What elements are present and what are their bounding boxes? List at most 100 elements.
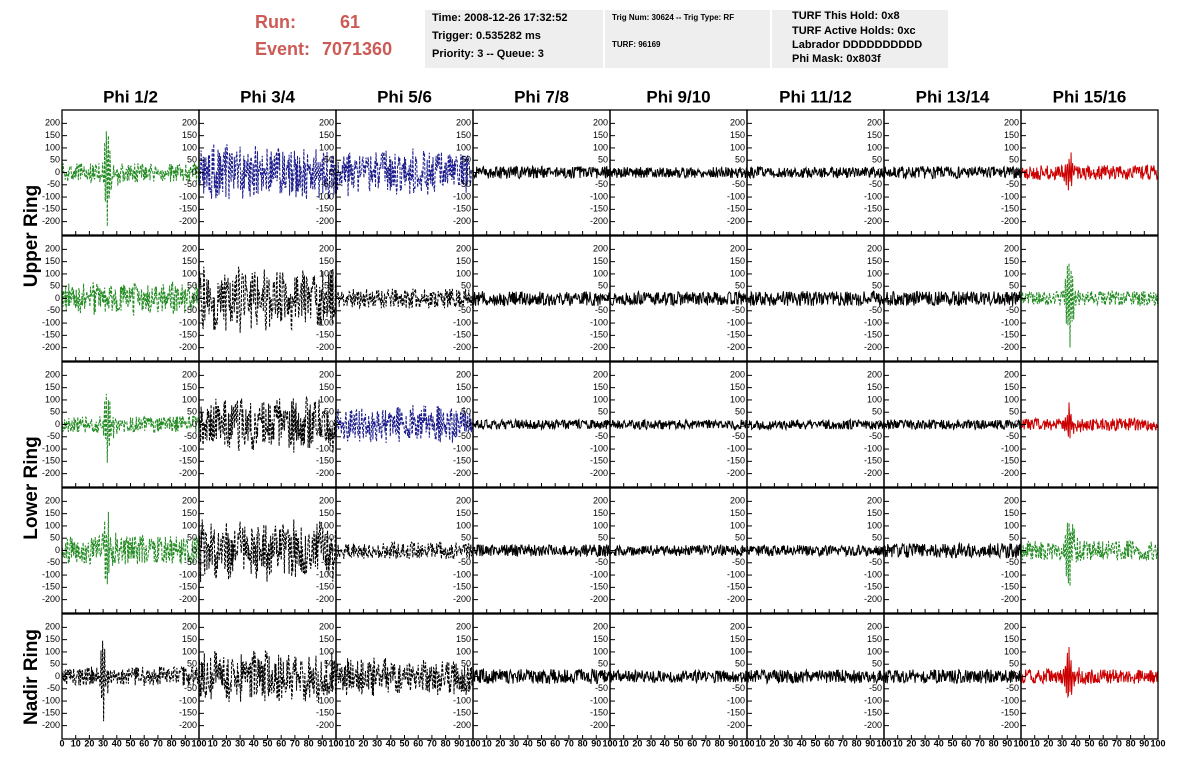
waveform [747, 668, 884, 686]
x-tick-label: 0 [333, 738, 338, 748]
column-header: Phi 11/12 [779, 87, 852, 106]
y-tick-label: 100 [319, 646, 334, 656]
x-tick-label: 60 [139, 738, 149, 748]
y-tick-label: -50 [869, 557, 882, 567]
y-tick-label: 200 [182, 244, 197, 254]
y-tick-label: 50 [461, 281, 471, 291]
y-tick-label: 150 [1004, 382, 1019, 392]
y-tick-label: 150 [1004, 634, 1019, 644]
waveform [1021, 263, 1158, 348]
x-tick-label: 100 [328, 738, 343, 748]
y-tick-label: -200 [864, 720, 882, 730]
y-tick-label: 150 [867, 508, 882, 518]
y-tick-label: -150 [727, 204, 745, 214]
y-tick-label: -150 [1001, 582, 1019, 592]
y-tick-label: -100 [316, 569, 334, 579]
y-tick-label: 200 [593, 118, 608, 128]
y-tick-label: 0 [329, 167, 334, 177]
y-tick-label: -50 [732, 431, 745, 441]
column-header: Phi 9/10 [646, 87, 710, 106]
y-tick-label: 0 [740, 545, 745, 555]
x-tick-label: 90 [454, 738, 464, 748]
x-tick-label: 70 [838, 738, 848, 748]
info-line: Trigger: 0.535282 ms [432, 30, 541, 42]
y-tick-label: -100 [864, 569, 882, 579]
y-tick-label: -100 [316, 191, 334, 201]
y-tick-label: -100 [42, 317, 60, 327]
y-tick-label: 100 [593, 646, 608, 656]
y-tick-label: -200 [1001, 216, 1019, 226]
y-tick-label: -50 [1006, 305, 1019, 315]
y-tick-label: -50 [869, 305, 882, 315]
y-tick-label: -50 [458, 305, 471, 315]
info-line: TURF: 96169 [612, 40, 661, 49]
y-tick-label: -150 [1001, 330, 1019, 340]
y-tick-label: -50 [732, 683, 745, 693]
y-tick-label: 200 [1004, 118, 1019, 128]
y-tick-label: 50 [872, 659, 882, 669]
info-box [605, 10, 770, 68]
y-tick-label: -150 [727, 582, 745, 592]
waveform [610, 543, 747, 558]
waveform [199, 519, 336, 583]
y-tick-label: 150 [456, 130, 471, 140]
y-tick-label: -100 [316, 317, 334, 327]
x-tick-label: 20 [84, 738, 94, 748]
y-tick-label: -200 [179, 342, 197, 352]
y-tick-label: 200 [867, 370, 882, 380]
y-tick-label: 50 [324, 407, 334, 417]
y-tick-label: 50 [324, 281, 334, 291]
y-tick-label: -150 [453, 204, 471, 214]
y-tick-label: -50 [869, 431, 882, 441]
y-tick-label: -50 [869, 683, 882, 693]
y-tick-label: 100 [45, 520, 60, 530]
waveform [610, 290, 747, 307]
x-tick-label: 0 [59, 738, 64, 748]
x-tick-label: 60 [276, 738, 286, 748]
x-tick-label: 90 [865, 738, 875, 748]
y-tick-label: -150 [590, 708, 608, 718]
y-tick-label: 200 [456, 496, 471, 506]
y-tick-label: -200 [42, 468, 60, 478]
y-tick-label: -50 [1006, 557, 1019, 567]
y-tick-label: -100 [727, 695, 745, 705]
y-tick-label: -200 [316, 720, 334, 730]
y-tick-label: -50 [595, 431, 608, 441]
y-tick-label: 150 [319, 634, 334, 644]
event-label: Event: [255, 39, 310, 59]
y-tick-label: 150 [182, 130, 197, 140]
y-tick-label: 150 [1004, 130, 1019, 140]
x-tick-label: 10 [619, 738, 629, 748]
x-tick-label: 0 [1018, 738, 1023, 748]
y-tick-label: 50 [872, 155, 882, 165]
y-tick-label: 100 [456, 646, 471, 656]
y-tick-label: 50 [872, 533, 882, 543]
y-tick-label: 150 [593, 256, 608, 266]
y-tick-label: 100 [319, 520, 334, 530]
y-tick-label: 0 [740, 671, 745, 681]
info-line: Priority: 3 -- Queue: 3 [432, 48, 544, 60]
y-tick-label: -50 [1006, 683, 1019, 693]
row-label: Nadir Ring [21, 629, 42, 725]
x-tick-label: 50 [262, 738, 272, 748]
y-tick-label: 200 [1004, 496, 1019, 506]
y-tick-label: -50 [595, 683, 608, 693]
y-tick-label: 150 [867, 634, 882, 644]
x-tick-label: 20 [1043, 738, 1053, 748]
y-tick-label: -150 [1001, 204, 1019, 214]
run-number: 61 [340, 12, 360, 32]
waveform [336, 404, 473, 444]
y-tick-label: 50 [598, 659, 608, 669]
y-tick-label: -50 [47, 179, 60, 189]
y-tick-label: -150 [316, 708, 334, 718]
y-tick-label: 200 [730, 370, 745, 380]
y-tick-label: 0 [192, 419, 197, 429]
y-tick-label: 0 [877, 419, 882, 429]
waveform [884, 165, 1021, 180]
y-tick-label: 0 [466, 419, 471, 429]
y-tick-label: 0 [603, 167, 608, 177]
column-header: Phi 5/6 [377, 87, 432, 106]
y-tick-label: -200 [590, 342, 608, 352]
info-line: TURF Active Holds: 0xc [792, 25, 916, 37]
y-tick-label: -200 [1001, 720, 1019, 730]
